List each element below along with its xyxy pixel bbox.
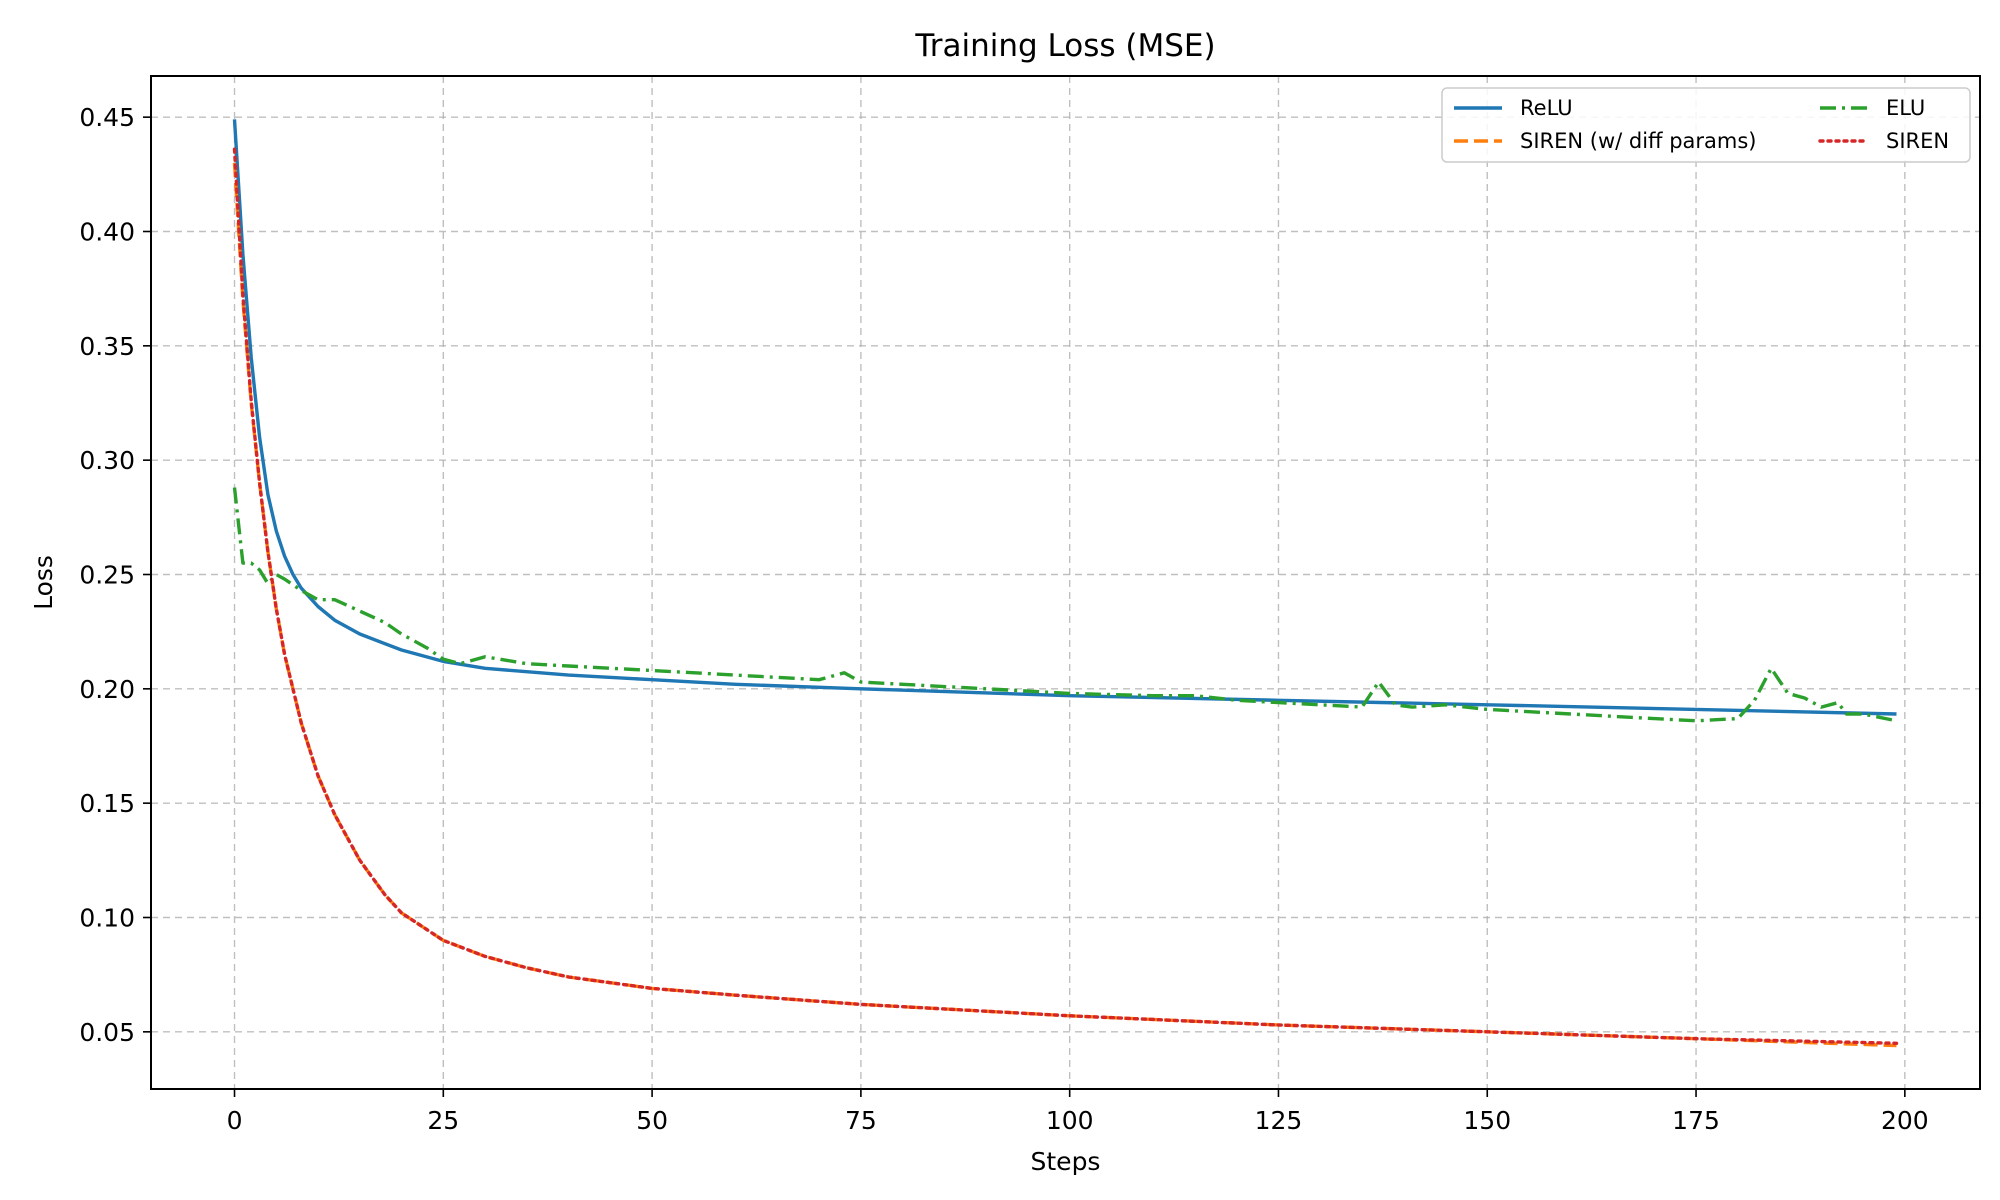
- y-axis: 0.05 0.10 0.15 0.20 0.25 0.30 0.35 0.40 0.45: [79, 103, 151, 1047]
- x-tick-label: 175: [1672, 1106, 1720, 1135]
- y-tick-label: 0.20: [79, 675, 135, 704]
- x-tick-label: 50: [636, 1106, 668, 1135]
- series-layer: [232, 119, 1899, 1048]
- y-tick-label: 0.35: [79, 332, 135, 361]
- legend-label: SIREN (w/ diff params): [1520, 129, 1757, 153]
- plot-frame: [150, 75, 1981, 1090]
- y-tick-label: 0.45: [79, 103, 135, 132]
- legend-box: [1441, 87, 1971, 163]
- y-axis-label: Loss: [29, 555, 58, 610]
- legend-label: ELU: [1886, 96, 1925, 120]
- x-axis-label: Steps: [1031, 1147, 1101, 1176]
- x-tick-label: 0: [227, 1106, 243, 1135]
- y-tick-label: 0.25: [79, 560, 135, 589]
- y-tick-label: 0.30: [79, 446, 135, 475]
- y-tick-label: 0.10: [79, 903, 135, 932]
- legend: ReLU SIREN (w/ diff params) ELU SIREN: [1441, 87, 1971, 163]
- series-line-elu: [232, 487, 1897, 723]
- legend-label: SIREN: [1886, 129, 1949, 153]
- x-axis: 0 25 50 75 100 125 150 175 200: [227, 1089, 1929, 1135]
- x-tick-label: 25: [427, 1106, 459, 1135]
- legend-label: ReLU: [1520, 96, 1573, 120]
- chart-title: Training Loss (MSE): [914, 28, 1215, 64]
- series-line-siren: [232, 147, 1899, 1045]
- y-tick-label: 0.40: [79, 217, 135, 246]
- x-tick-label: 75: [845, 1106, 877, 1135]
- y-tick-label: 0.15: [79, 789, 135, 818]
- grid-layer: [151, 76, 1980, 1089]
- series-line-relu: [232, 119, 1897, 716]
- x-tick-label: 100: [1046, 1106, 1094, 1135]
- x-tick-label: 200: [1881, 1106, 1929, 1135]
- x-tick-label: 125: [1255, 1106, 1303, 1135]
- x-tick-label: 150: [1463, 1106, 1511, 1135]
- y-tick-label: 0.05: [79, 1018, 135, 1047]
